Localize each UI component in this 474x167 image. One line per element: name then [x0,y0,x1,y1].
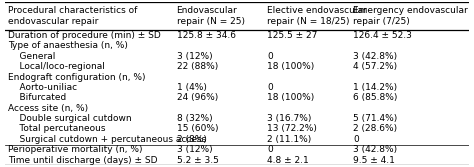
Text: 2 (8%): 2 (8%) [177,135,207,144]
Text: 0: 0 [267,52,273,61]
Text: 18 (100%): 18 (100%) [267,93,314,102]
Text: Emergency endovascular
repair (7/25): Emergency endovascular repair (7/25) [353,6,468,26]
Text: 3 (42.8%): 3 (42.8%) [353,52,397,61]
Text: Type of anaesthesia (n, %): Type of anaesthesia (n, %) [8,41,128,50]
Text: 8 (32%): 8 (32%) [177,114,212,123]
Text: Access site (n, %): Access site (n, %) [8,104,88,113]
Text: 0: 0 [267,145,273,154]
Text: 9.5 ± 4.1: 9.5 ± 4.1 [353,156,395,165]
Text: Duration of procedure (min) ± SD: Duration of procedure (min) ± SD [8,31,161,40]
Text: Local/loco-regional: Local/loco-regional [8,62,105,71]
Text: General: General [8,52,55,61]
Text: 1 (14.2%): 1 (14.2%) [353,83,397,92]
Text: 22 (88%): 22 (88%) [177,62,218,71]
Text: 3 (12%): 3 (12%) [177,52,212,61]
Text: 0: 0 [353,135,359,144]
Text: Aorto-uniliac: Aorto-uniliac [8,83,77,92]
Text: Endograft configuration (n, %): Endograft configuration (n, %) [8,72,146,81]
Text: 4 (57.2%): 4 (57.2%) [353,62,397,71]
Text: 1 (4%): 1 (4%) [177,83,207,92]
Text: 0: 0 [267,83,273,92]
Text: Perioperative mortality (n, %): Perioperative mortality (n, %) [8,145,143,154]
Text: Endovascular
repair (N = 25): Endovascular repair (N = 25) [177,6,245,26]
Text: 13 (72.2%): 13 (72.2%) [267,124,317,133]
Text: 24 (96%): 24 (96%) [177,93,218,102]
Text: Bifurcated: Bifurcated [8,93,66,102]
Text: 3 (42.8%): 3 (42.8%) [353,145,397,154]
Text: Double surgical cutdown: Double surgical cutdown [8,114,132,123]
Text: 126.4 ± 52.3: 126.4 ± 52.3 [353,31,412,40]
Text: 5.2 ± 3.5: 5.2 ± 3.5 [177,156,219,165]
Text: 3 (16.7%): 3 (16.7%) [267,114,311,123]
Text: Total percutaneous: Total percutaneous [8,124,106,133]
Text: 4.8 ± 2.1: 4.8 ± 2.1 [267,156,309,165]
Text: 2 (28.6%): 2 (28.6%) [353,124,397,133]
Text: 18 (100%): 18 (100%) [267,62,314,71]
Text: 125.5 ± 27: 125.5 ± 27 [267,31,318,40]
Text: 15 (60%): 15 (60%) [177,124,218,133]
Text: Procedural characteristics of
endovascular repair: Procedural characteristics of endovascul… [8,6,137,26]
Text: Time until discharge (days) ± SD: Time until discharge (days) ± SD [8,156,157,165]
Text: 6 (85.8%): 6 (85.8%) [353,93,398,102]
Text: 2 (11.1%): 2 (11.1%) [267,135,311,144]
Text: 125.8 ± 34.6: 125.8 ± 34.6 [177,31,236,40]
Text: 5 (71.4%): 5 (71.4%) [353,114,397,123]
Text: 3 (12%): 3 (12%) [177,145,212,154]
Text: Elective endovascular
repair (N = 18/25): Elective endovascular repair (N = 18/25) [267,6,367,26]
Text: Surgical cutdown + percutaneous access: Surgical cutdown + percutaneous access [8,135,206,144]
